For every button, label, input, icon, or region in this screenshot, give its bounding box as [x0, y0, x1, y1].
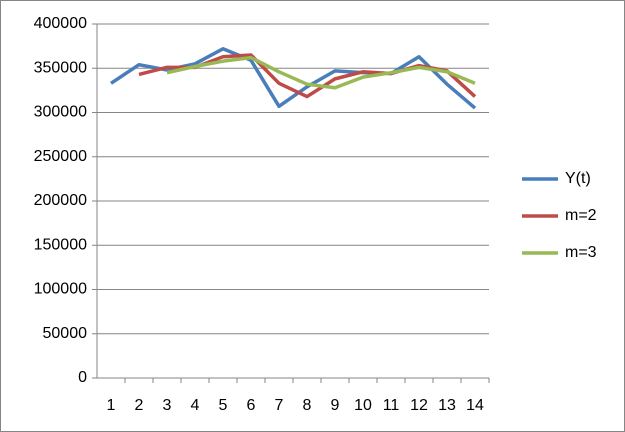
x-tick-label: 4: [191, 397, 200, 414]
x-tick-label: 10: [354, 397, 372, 414]
x-tick-label: 3: [163, 397, 172, 414]
x-tick-label: 12: [410, 397, 428, 414]
x-tick-label: 11: [383, 397, 400, 414]
y-tick-label: 250000: [34, 148, 87, 165]
x-tick-label: 2: [135, 397, 144, 414]
legend-label: Y(t): [565, 170, 591, 187]
x-tick-label: 5: [219, 397, 228, 414]
x-tick-label: 7: [275, 397, 284, 414]
y-tick-label: 150000: [34, 236, 87, 253]
x-tick-label: 9: [331, 397, 340, 414]
x-tick-label: 14: [466, 397, 484, 414]
legend-label: m=3: [565, 244, 597, 261]
series-line: [166, 55, 476, 90]
y-tick-label: 300000: [34, 104, 87, 121]
y-tick-label: 50000: [43, 325, 88, 342]
x-tick-label: 1: [107, 397, 116, 414]
y-tick-label: 0: [78, 369, 87, 386]
y-tick-label: 400000: [34, 15, 87, 32]
legend-label: m=2: [565, 207, 597, 224]
y-tick-label: 100000: [34, 281, 87, 298]
x-tick-label: 6: [247, 397, 256, 414]
y-tick-label: 200000: [34, 192, 87, 209]
y-tick-label: 350000: [34, 59, 87, 76]
x-tick-label: 13: [438, 397, 456, 414]
x-tick-label: 8: [303, 397, 312, 414]
